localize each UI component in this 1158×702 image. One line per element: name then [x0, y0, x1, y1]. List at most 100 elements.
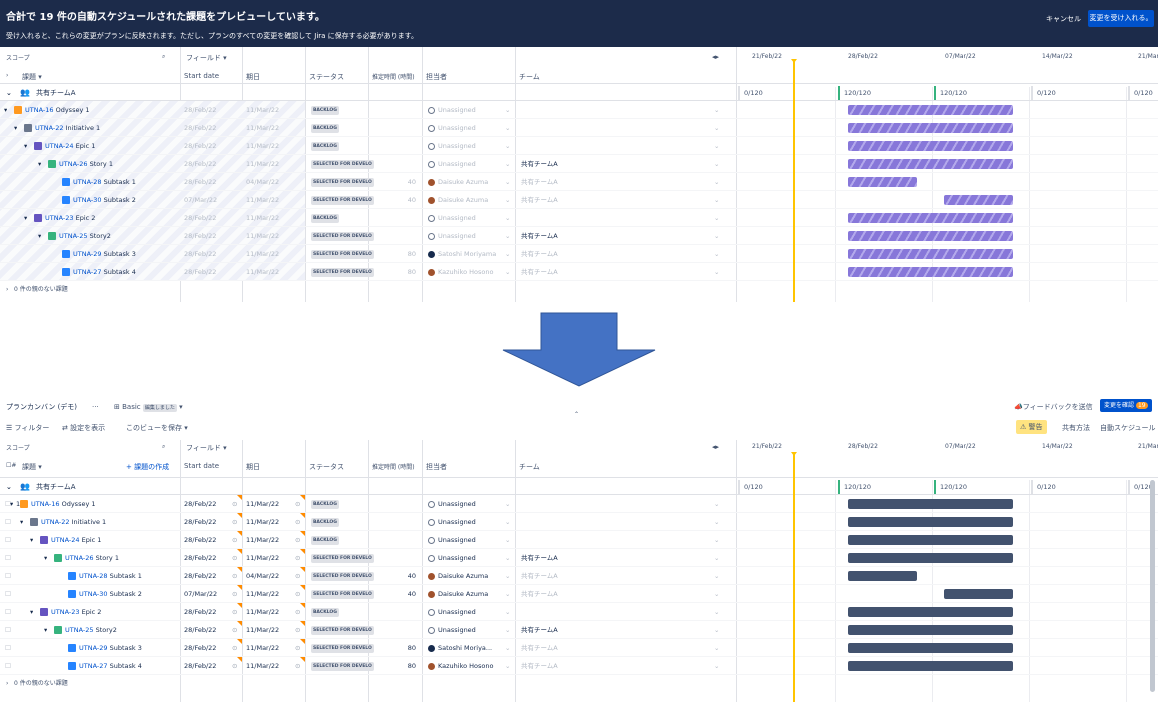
issue-cell[interactable]: UTNA-25 Story2: [54, 621, 117, 639]
issue-row[interactable]: UTNA-30 Subtask 2 07/Mar/22 11/Mar/22 SELEC…: [0, 191, 1158, 209]
estimate-cell[interactable]: 80: [407, 250, 416, 258]
start-date-cell[interactable]: 07/Mar/22: [184, 196, 218, 204]
team-cell[interactable]: 共有チームA: [521, 626, 558, 634]
calendar-icon[interactable]: ⊙: [295, 590, 301, 598]
issue-cell[interactable]: UTNA-28 Subtask 1: [62, 173, 136, 191]
due-date-cell[interactable]: 11/Mar/22: [246, 518, 280, 526]
issue-cell[interactable]: UTNA-23 Epic 2: [34, 209, 95, 227]
start-date-cell[interactable]: 28/Feb/22: [184, 178, 217, 186]
fields-dropdown[interactable]: フィールド ▾: [186, 53, 227, 63]
issue-cell[interactable]: UTNA-30 Subtask 2: [68, 585, 142, 603]
estimate-cell[interactable]: 80: [407, 662, 416, 670]
select-all-checkbox[interactable]: ☐#: [6, 462, 17, 469]
start-date-cell[interactable]: 28/Feb/22: [184, 518, 217, 526]
start-date-cell[interactable]: 28/Feb/22: [184, 106, 217, 114]
due-date-cell[interactable]: 11/Mar/22: [246, 608, 280, 616]
schedule-bar[interactable]: [848, 607, 1013, 617]
team-dropdown-icon[interactable]: ⌄: [714, 536, 720, 544]
issue-cell[interactable]: UTNA-26 Story 1: [54, 549, 119, 567]
assignee-dropdown-icon[interactable]: ⌄: [505, 626, 511, 634]
schedule-bar[interactable]: [848, 535, 1013, 545]
accept-changes-button[interactable]: 変更を受け入れる。: [1088, 10, 1154, 27]
due-date-cell[interactable]: 11/Mar/22: [246, 536, 280, 544]
team-cell[interactable]: 共有チームA: [521, 554, 558, 562]
start-date-cell[interactable]: 28/Feb/22: [184, 232, 217, 240]
create-issue-button[interactable]: + 課題の作成: [126, 463, 170, 471]
estimate-cell[interactable]: [372, 119, 416, 137]
calendar-icon[interactable]: ⊙: [232, 644, 238, 652]
status-cell[interactable]: SELECTED FOR DEVELO: [311, 227, 374, 245]
issue-key[interactable]: UTNA-22: [35, 124, 64, 132]
start-date-cell[interactable]: 28/Feb/22: [184, 644, 217, 652]
expand-chevron-icon[interactable]: ▾: [38, 232, 42, 240]
orphan-issues-row[interactable]: › 0 件の親のない課題: [0, 677, 1158, 691]
issue-row[interactable]: UTNA-28 Subtask 1 28/Feb/22 04/Mar/22 SELEC…: [0, 173, 1158, 191]
filter-button[interactable]: ☰ フィルター: [6, 421, 49, 435]
calendar-icon[interactable]: ⊙: [295, 518, 301, 526]
calendar-icon[interactable]: ⊙: [232, 536, 238, 544]
assignee-dropdown-icon[interactable]: ⌄: [505, 232, 511, 240]
team-dropdown-icon[interactable]: ⌄: [714, 250, 720, 258]
assignee-cell[interactable]: Daisuke Azuma: [428, 567, 516, 585]
team-cell[interactable]: 共有チームA: [521, 590, 558, 598]
start-date-header[interactable]: Start date: [184, 462, 220, 470]
row-checkbox[interactable]: ☐: [5, 518, 11, 526]
status-cell[interactable]: SELECTED FOR DEVELO: [311, 585, 374, 603]
assignee-dropdown-icon[interactable]: ⌄: [505, 536, 511, 544]
calendar-icon[interactable]: ⊙: [232, 500, 238, 508]
start-date-cell[interactable]: 07/Mar/22: [184, 590, 218, 598]
issue-key[interactable]: UTNA-30: [73, 196, 102, 204]
schedule-bar[interactable]: [848, 267, 1013, 277]
team-cell[interactable]: 共有チームA: [521, 572, 558, 580]
start-date-cell[interactable]: 28/Feb/22: [184, 608, 217, 616]
group-chevron-icon[interactable]: ⌄: [6, 89, 12, 97]
assignee-cell[interactable]: Kazuhiko Hosono: [428, 657, 516, 675]
status-cell[interactable]: SELECTED FOR DEVELO: [311, 191, 374, 209]
start-date-cell[interactable]: 28/Feb/22: [184, 626, 217, 634]
assignee-dropdown-icon[interactable]: ⌄: [505, 518, 511, 526]
expand-chevron-icon[interactable]: ▾: [14, 124, 18, 132]
schedule-bar[interactable]: [848, 141, 1013, 151]
start-date-cell[interactable]: 28/Feb/22: [184, 572, 217, 580]
assignee-cell[interactable]: Kazuhiko Hosono: [428, 263, 516, 281]
calendar-icon[interactable]: ⊙: [295, 626, 301, 634]
due-date-cell[interactable]: 11/Mar/22: [246, 106, 280, 114]
team-group-row[interactable]: ⌄ 👥 共有チームA 0/120 120/120 120/120 0/120 0/120: [0, 477, 1158, 495]
search-icon[interactable]: ⌕: [162, 53, 166, 60]
estimate-cell[interactable]: [372, 531, 416, 549]
due-date-header[interactable]: 期日: [246, 73, 260, 81]
issue-key[interactable]: UTNA-16: [31, 500, 60, 508]
issue-key[interactable]: UTNA-28: [79, 572, 108, 580]
team-cell[interactable]: 共有チームA: [521, 662, 558, 670]
expand-chevron-icon[interactable]: ▾: [30, 608, 34, 616]
issue-row[interactable]: UTNA-29 Subtask 3 28/Feb/22 11/Mar/22 SELEC…: [0, 245, 1158, 263]
expand-chevron-icon[interactable]: ▾: [4, 106, 8, 114]
assignee-cell[interactable]: Unassigned: [428, 549, 516, 567]
expand-chevron-icon[interactable]: ▾: [10, 500, 14, 508]
issue-key[interactable]: UTNA-27: [79, 662, 108, 670]
due-date-cell[interactable]: 04/Mar/22: [246, 178, 280, 186]
due-date-cell[interactable]: 11/Mar/22: [246, 626, 280, 634]
row-checkbox[interactable]: ☐: [5, 608, 11, 616]
status-cell[interactable]: SELECTED FOR DEVELO: [311, 245, 374, 263]
schedule-bar[interactable]: [848, 625, 1013, 635]
issue-key[interactable]: UTNA-24: [45, 142, 74, 150]
assignee-cell[interactable]: Satoshi Moriyama: [428, 245, 516, 263]
row-checkbox[interactable]: ☐: [5, 554, 11, 562]
team-header[interactable]: チーム: [519, 73, 540, 81]
estimate-cell[interactable]: [372, 513, 416, 531]
schedule-bar[interactable]: [848, 123, 1013, 133]
warning-button[interactable]: ⚠ 警告: [1016, 420, 1047, 434]
team-cell[interactable]: 共有チームA: [521, 250, 558, 258]
team-dropdown-icon[interactable]: ⌄: [714, 554, 720, 562]
calendar-icon[interactable]: ⊙: [232, 608, 238, 616]
assignee-cell[interactable]: Daisuke Azuma: [428, 585, 516, 603]
issue-column-header[interactable]: 課題 ▾: [22, 72, 42, 82]
assignee-cell[interactable]: Unassigned: [428, 137, 516, 155]
team-dropdown-icon[interactable]: ⌄: [714, 518, 720, 526]
team-group-row[interactable]: ⌄ 👥 共有チームA 0/120 120/120 120/120 0/120 0/120: [0, 83, 1158, 101]
expand-chevron-icon[interactable]: ▾: [44, 626, 48, 634]
team-cell[interactable]: 共有チームA: [521, 196, 558, 204]
issue-row[interactable]: ▾ ☐ UTNA-23 Epic 2 28/Feb/22 11/Mar/22 ⊙ ⊙ BACK…: [0, 603, 1158, 621]
orphan-issues-row[interactable]: › 0 件の親のない課題: [0, 283, 1158, 297]
